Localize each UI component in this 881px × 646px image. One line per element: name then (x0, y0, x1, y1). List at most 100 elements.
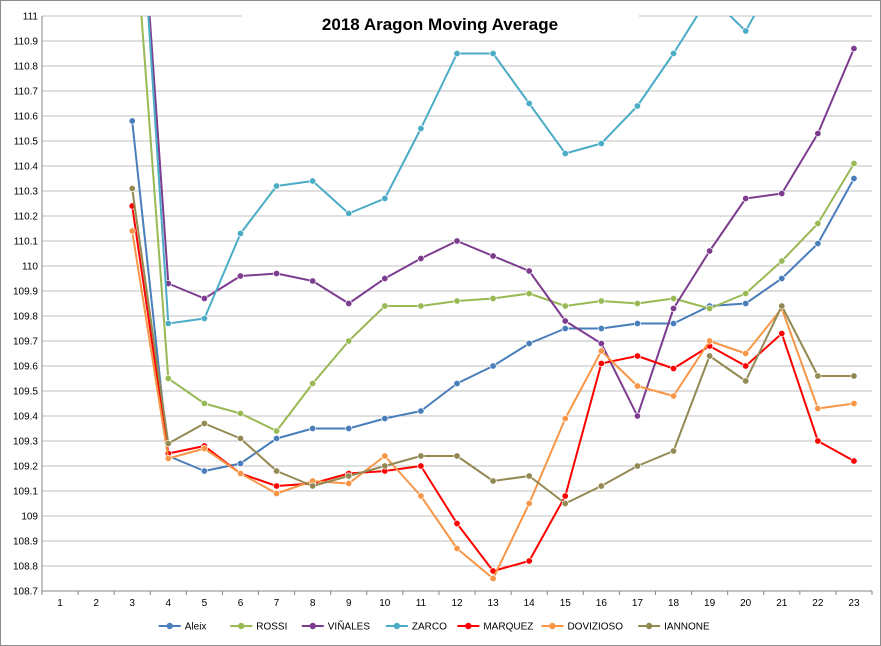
data-point (633, 319, 641, 327)
data-point (164, 374, 172, 382)
data-point (345, 472, 353, 480)
y-tick-label: 109 (21, 512, 38, 523)
data-point (525, 267, 533, 275)
data-point (778, 329, 786, 337)
data-point (850, 175, 858, 183)
x-tick-label: 16 (596, 598, 608, 609)
series-iannone (128, 185, 858, 507)
data-point (200, 419, 208, 427)
y-tick-label: 109.4 (13, 412, 38, 423)
data-point (670, 364, 678, 372)
data-point (597, 359, 605, 367)
data-point (597, 324, 605, 332)
data-point (309, 177, 317, 185)
data-point (814, 240, 822, 248)
legend: Aleix ROSSI VIÑALES ZARCO MARQUEZ DOVIZIOSO IA… (158, 620, 710, 633)
data-point (561, 492, 569, 500)
y-tick-label: 108.7 (13, 587, 38, 598)
legend-item: Aleix (158, 622, 206, 633)
data-point (273, 482, 281, 490)
data-point (164, 454, 172, 462)
data-point (164, 439, 172, 447)
legend-item: ROSSI (230, 622, 287, 633)
data-point (670, 392, 678, 400)
data-point (850, 399, 858, 407)
data-point (489, 362, 497, 370)
data-point (345, 299, 353, 307)
legend-item: ZARCO (385, 622, 447, 633)
data-point (706, 352, 714, 360)
data-point (453, 49, 461, 57)
data-point (525, 100, 533, 108)
x-tick-label: 7 (274, 598, 280, 609)
legend-label: MARQUEZ (483, 622, 533, 633)
y-tick-label: 110.6 (14, 112, 39, 123)
data-point (850, 160, 858, 168)
data-point (381, 195, 389, 203)
x-tick-label: 6 (238, 598, 244, 609)
x-tick-label: 9 (346, 598, 352, 609)
x-tick-label: 12 (451, 598, 463, 609)
data-point (706, 247, 714, 255)
series-lines (128, 16, 858, 582)
data-point (273, 467, 281, 475)
x-tick-label: 17 (632, 598, 644, 609)
data-point (706, 337, 714, 345)
data-point (489, 49, 497, 57)
data-point (417, 492, 425, 500)
y-tick-label: 109.3 (13, 437, 38, 448)
x-tick-label: 13 (488, 598, 500, 609)
data-point (778, 257, 786, 265)
data-point (417, 255, 425, 263)
data-point (381, 274, 389, 282)
data-point (417, 125, 425, 133)
y-tick-label: 110.2 (14, 212, 39, 223)
data-point (597, 140, 605, 148)
data-point (525, 289, 533, 297)
data-point (236, 230, 244, 238)
series-dovizioso (128, 227, 858, 582)
data-point (417, 452, 425, 460)
data-point (597, 297, 605, 305)
series-aleix (128, 117, 858, 475)
data-point (273, 182, 281, 190)
data-point (417, 407, 425, 415)
y-tick-label: 109.6 (13, 362, 38, 373)
data-point (453, 452, 461, 460)
data-point (597, 339, 605, 347)
data-point (561, 150, 569, 158)
gridlines (42, 15, 872, 592)
axes: 108.7108.8108.9109109.1109.2109.3109.410… (13, 12, 873, 609)
data-point (597, 347, 605, 355)
data-point (597, 482, 605, 490)
x-tick-label: 8 (310, 598, 316, 609)
y-tick-label: 109.7 (13, 337, 38, 348)
data-point (309, 277, 317, 285)
data-point (742, 349, 750, 357)
data-point (273, 434, 281, 442)
data-point (814, 220, 822, 228)
x-tick-label: 20 (740, 598, 752, 609)
x-tick-label: 18 (668, 598, 680, 609)
legend-marker (166, 622, 173, 630)
data-point (814, 437, 822, 445)
data-point (345, 479, 353, 487)
data-point (128, 185, 136, 193)
legend-item: MARQUEZ (457, 622, 533, 633)
x-tick-label: 19 (704, 598, 716, 609)
data-point (453, 544, 461, 552)
data-point (850, 372, 858, 380)
x-tick-label: 5 (202, 598, 208, 609)
data-point (814, 404, 822, 412)
x-tick-label: 2 (93, 598, 99, 609)
data-point (489, 574, 497, 582)
data-point (453, 379, 461, 387)
data-point (561, 317, 569, 325)
data-point (273, 427, 281, 435)
data-point (200, 444, 208, 452)
y-tick-label: 110.8 (14, 62, 39, 73)
data-point (236, 434, 244, 442)
y-tick-label: 109.8 (13, 312, 38, 323)
